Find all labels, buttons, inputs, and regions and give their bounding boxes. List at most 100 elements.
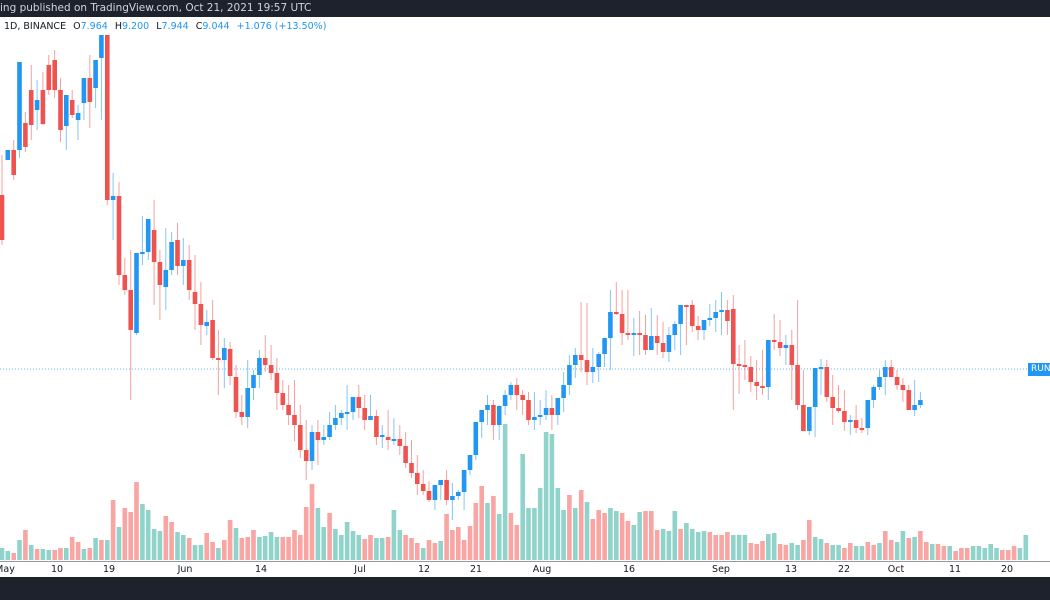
candle bbox=[672, 321, 678, 350]
time-axis-label: 13 bbox=[784, 564, 798, 575]
volume-bar bbox=[906, 538, 912, 560]
candle bbox=[456, 490, 461, 500]
candle bbox=[81, 78, 87, 120]
time-axis[interactable]: May 10 19 Jun 14 Jul 12 21 Aug 16 Sep 13 22 Oct 11 20 bbox=[0, 561, 1050, 578]
volume-bar bbox=[929, 544, 935, 560]
candle bbox=[777, 320, 783, 356]
candle bbox=[783, 335, 789, 365]
volume-bar bbox=[303, 507, 309, 560]
candle bbox=[918, 392, 923, 408]
candle bbox=[69, 90, 75, 118]
time-axis-label: 20 bbox=[1000, 564, 1014, 575]
candle bbox=[888, 360, 894, 377]
candle bbox=[99, 35, 104, 120]
candle bbox=[181, 238, 186, 285]
volume-bar bbox=[110, 500, 116, 560]
volume-bar bbox=[491, 496, 496, 560]
candlesticks bbox=[0, 35, 923, 520]
volume-bar bbox=[994, 548, 999, 560]
time-axis-label: 14 bbox=[254, 564, 268, 575]
volume-bar bbox=[672, 511, 678, 560]
candle bbox=[28, 65, 34, 140]
volume-bar bbox=[391, 510, 397, 560]
candle bbox=[40, 72, 46, 125]
candle bbox=[684, 305, 689, 345]
candle bbox=[461, 470, 467, 510]
volume-bar bbox=[350, 531, 356, 560]
volume-bar bbox=[362, 539, 367, 560]
candle bbox=[514, 378, 520, 410]
open-label: O bbox=[73, 21, 81, 32]
candle bbox=[491, 400, 496, 440]
volume-bar bbox=[339, 535, 344, 560]
candle bbox=[836, 385, 841, 413]
candle bbox=[64, 95, 69, 150]
candle bbox=[742, 340, 748, 380]
candle bbox=[122, 258, 128, 295]
candle bbox=[818, 359, 824, 395]
candle bbox=[643, 315, 648, 355]
volume-bar bbox=[853, 546, 859, 560]
volume-bar bbox=[584, 502, 590, 560]
candle bbox=[485, 395, 490, 425]
volume-bar bbox=[707, 532, 713, 560]
candle bbox=[268, 345, 274, 380]
candle bbox=[502, 390, 508, 415]
candle bbox=[520, 390, 525, 415]
candle bbox=[303, 420, 309, 480]
candle bbox=[561, 372, 566, 412]
volume-bar bbox=[17, 540, 22, 560]
candle bbox=[584, 303, 590, 385]
candle bbox=[116, 182, 122, 285]
volume-bar bbox=[602, 513, 607, 560]
candle bbox=[625, 290, 631, 340]
candle bbox=[75, 105, 81, 140]
volume-bar bbox=[356, 535, 362, 560]
volume-bar bbox=[134, 482, 139, 560]
candle bbox=[578, 302, 584, 372]
volume-bar bbox=[964, 548, 970, 560]
volume-bar bbox=[573, 508, 578, 560]
candle bbox=[315, 420, 321, 465]
high-value: 9.200 bbox=[121, 21, 150, 32]
volume-bar bbox=[549, 434, 555, 560]
candle bbox=[34, 80, 40, 130]
volume-bar bbox=[888, 540, 894, 560]
candle bbox=[883, 360, 888, 395]
candle bbox=[479, 410, 484, 438]
volume-bar bbox=[731, 535, 736, 560]
candle bbox=[239, 395, 245, 425]
volume-bar bbox=[789, 543, 795, 560]
candle bbox=[192, 255, 198, 330]
volume-bar bbox=[169, 522, 174, 560]
volume-bar bbox=[181, 535, 186, 560]
volume-bar bbox=[409, 538, 414, 560]
volume-bar bbox=[578, 490, 584, 560]
volume-bar bbox=[631, 525, 637, 560]
candle bbox=[771, 314, 777, 350]
candle bbox=[508, 382, 514, 400]
candle bbox=[736, 345, 742, 394]
candle bbox=[134, 253, 139, 335]
volume-bar bbox=[479, 486, 484, 560]
volume-bar bbox=[918, 531, 923, 560]
price-chart[interactable] bbox=[0, 35, 1050, 561]
candle bbox=[526, 392, 531, 425]
candle bbox=[298, 405, 303, 458]
candle bbox=[52, 50, 57, 98]
candle bbox=[420, 470, 426, 495]
published-banner: ing published on TradingView.com, Oct 21… bbox=[0, 0, 1050, 17]
volume-bar bbox=[333, 529, 338, 560]
volume-bar bbox=[344, 522, 350, 560]
volume-bar bbox=[438, 541, 443, 560]
volume-bar bbox=[128, 512, 133, 560]
volume-bar bbox=[210, 542, 215, 560]
candle bbox=[532, 392, 537, 430]
volume-bar bbox=[292, 530, 297, 560]
volume-bar bbox=[46, 550, 52, 560]
volume-bar bbox=[1000, 550, 1005, 560]
candle bbox=[251, 370, 256, 400]
volume-bar bbox=[11, 553, 16, 560]
candle bbox=[105, 35, 110, 205]
candle bbox=[707, 304, 713, 326]
